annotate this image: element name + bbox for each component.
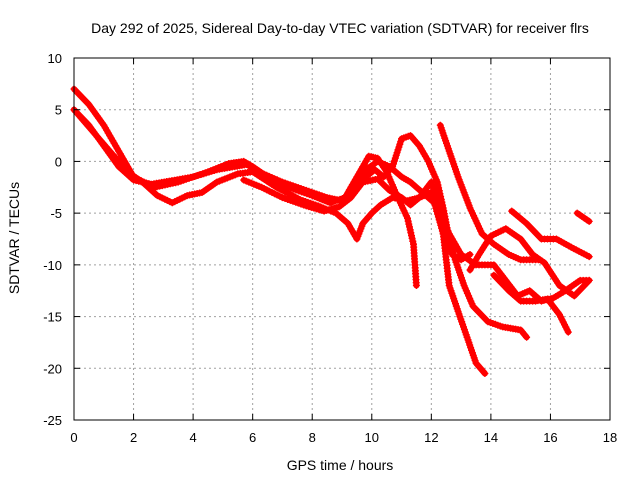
- data-point: [585, 217, 593, 225]
- x-tick-label: 4: [189, 430, 196, 445]
- chart-title: Day 292 of 2025, Sidereal Day-to-day VTE…: [91, 20, 589, 36]
- series-prn-g: [466, 225, 593, 300]
- data-point: [481, 370, 489, 377]
- data-point: [466, 251, 474, 258]
- x-tick-label: 12: [424, 430, 438, 445]
- series-prn-d: [240, 175, 489, 377]
- x-tick-label: 14: [484, 430, 498, 445]
- x-tick-label: 2: [130, 430, 137, 445]
- y-tick-label: -25: [43, 413, 62, 428]
- series-prn-f: [436, 121, 542, 264]
- y-tick-label: 10: [48, 51, 62, 66]
- y-axis-label: SDTVAR / TECUs: [6, 182, 22, 294]
- series-prn-i: [508, 207, 593, 261]
- series-prn-h: [490, 271, 572, 336]
- x-tick-label: 16: [543, 430, 557, 445]
- x-axis-label: GPS time / hours: [287, 457, 394, 473]
- plot-frame: [73, 57, 611, 421]
- y-tick-label: 5: [55, 103, 62, 118]
- x-tick-label: 0: [70, 430, 77, 445]
- series-line: [71, 86, 420, 289]
- x-tick-label: 18: [603, 430, 617, 445]
- grid: [74, 58, 610, 420]
- y-tick-label: -5: [50, 206, 62, 221]
- ticks: 0 2 4 6 8 10 12 14 16 18 -25 -20 -15 -10 -5 0 5 10: [43, 51, 617, 445]
- series-prn-a: [70, 85, 420, 289]
- series-prn-j: [573, 209, 593, 225]
- y-tick-label: -20: [43, 361, 62, 376]
- x-tick-label: 8: [309, 430, 316, 445]
- data-point: [585, 276, 593, 284]
- y-tick-label: 0: [55, 154, 62, 169]
- x-tick-label: 10: [365, 430, 379, 445]
- series-prn-e: [353, 132, 531, 341]
- data-point: [412, 282, 420, 289]
- data-point: [585, 253, 593, 261]
- data-point: [564, 328, 572, 336]
- y-tick-label: -15: [43, 310, 62, 325]
- data-point: [523, 333, 531, 341]
- x-tick-label: 6: [249, 430, 256, 445]
- series-layer: [70, 85, 593, 377]
- y-tick-label: -10: [43, 258, 62, 273]
